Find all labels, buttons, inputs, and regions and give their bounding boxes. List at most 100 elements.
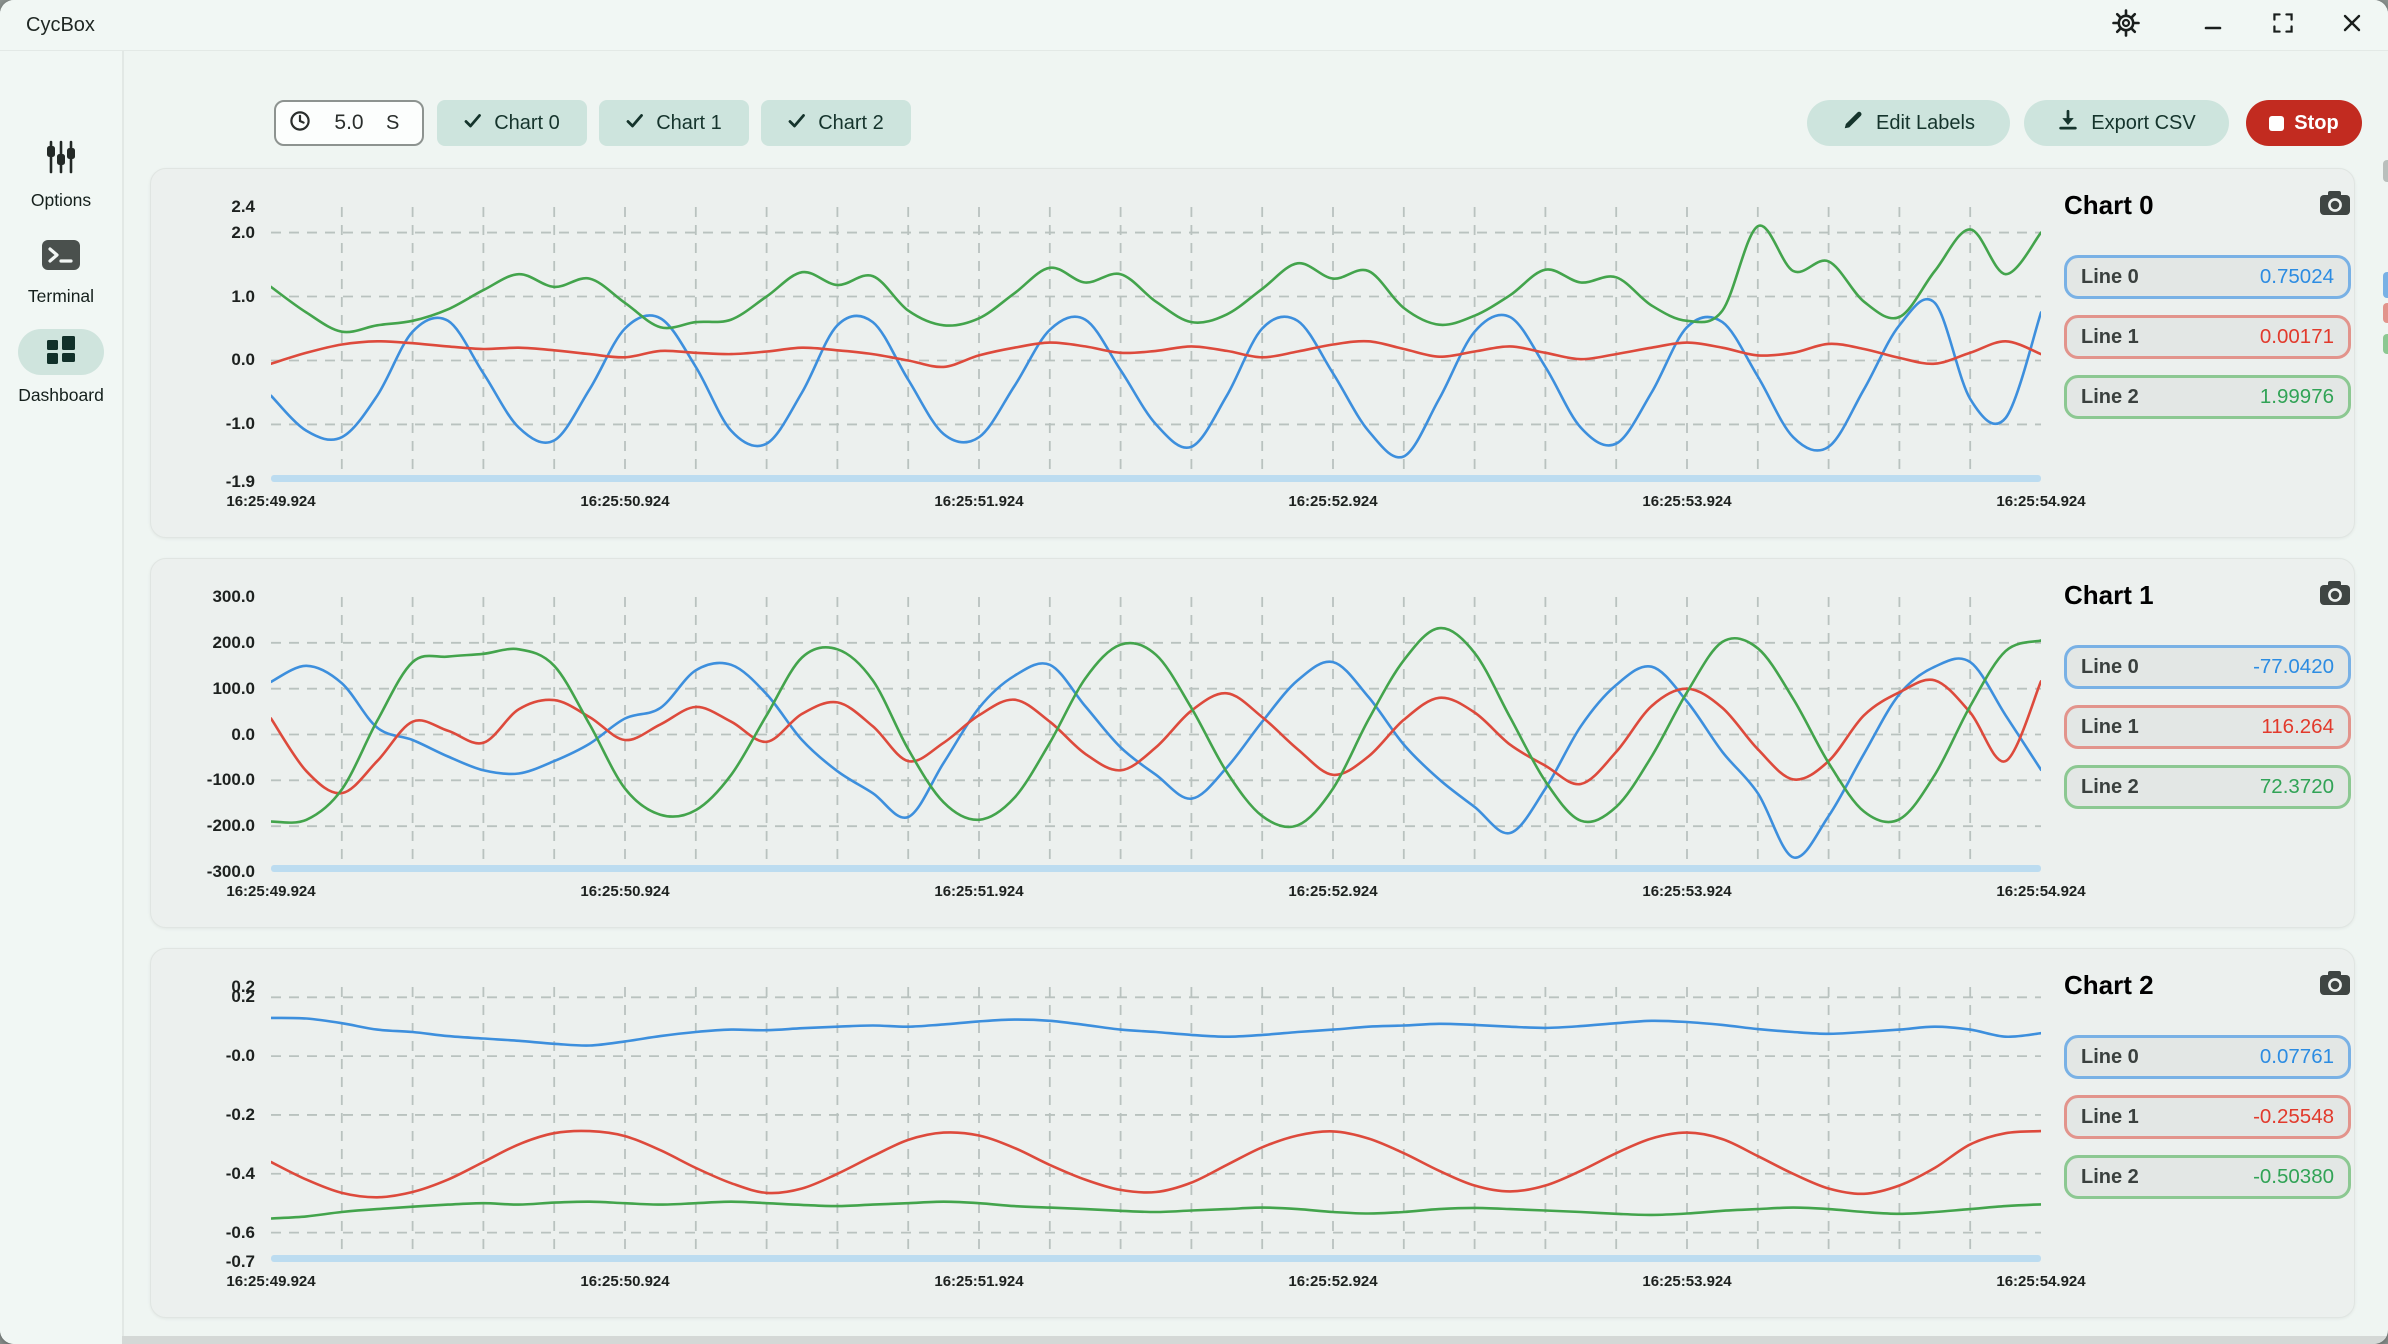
legend-line-badge[interactable]: Line 2 -0.50380 [2064,1155,2351,1199]
line-label: Line 2 [2081,775,2139,798]
line-label: Line 2 [2081,385,2139,408]
line-label: Line 1 [2081,325,2139,348]
y-tick-label: 100.0 [212,678,255,698]
chart-canvas [271,987,2041,1262]
y-tick-label: 200.0 [212,632,255,652]
legend-line-badge[interactable]: Line 2 72.3720 [2064,765,2351,809]
y-tick-label: 0.2 [231,977,255,996]
chart0-toggle-button[interactable]: Chart 0 [437,100,587,146]
legend-line-badge[interactable]: Line 1 -0.25548 [2064,1095,2351,1139]
line-value: -77.0420 [2253,655,2334,678]
export-csv-button[interactable]: Export CSV [2024,100,2229,146]
y-tick-label: -0.6 [225,1222,255,1242]
chart-canvas [271,597,2041,872]
x-tick-label: 16:25:53.924 [1642,1273,1732,1290]
line-label: Line 1 [2081,715,2139,738]
minimize-button[interactable] [2195,7,2231,43]
y-tick-label: -0.2 [225,1104,255,1124]
y-tick-label: -0.0 [225,1046,255,1066]
clipped-content-sliver [2383,303,2388,323]
terminal-icon [41,239,81,276]
line-label: Line 2 [2081,1165,2139,1188]
chart-panel: 300.0 200.0 100.0 0.0 -100.0 -200.0 -300.0 16:… [150,558,2355,928]
series-line-2 [271,1200,2041,1220]
edit-labels-button[interactable]: Edit Labels [1807,100,2010,146]
chart-panel: 2.4 2.0 1.0 0.0 -1.0 -1.9 16:25:49.924 16:25:5… [150,168,2355,538]
legend-line-badge[interactable]: Line 0 0.07761 [2064,1035,2351,1079]
line-value: 0.00171 [2259,325,2334,348]
chart2-toggle-button[interactable]: Chart 2 [761,100,911,146]
stop-icon [2269,115,2285,131]
close-icon [2341,12,2363,39]
settings-button[interactable] [2108,7,2144,43]
titlebar: CycBox [0,0,2388,51]
sidebar-item-label: Terminal [27,286,95,306]
line-label: Line 1 [2081,1105,2139,1128]
plot-area[interactable] [271,207,2041,482]
legend-line-badge[interactable]: Line 1 0.00171 [2064,315,2351,359]
y-tick-label: 0.0 [231,724,255,744]
chart1-toggle-button[interactable]: Chart 1 [599,100,749,146]
chart-title: Chart 1 [2064,579,2154,610]
sidebar-item-options[interactable]: Options [0,139,122,211]
stop-button[interactable]: Stop [2246,100,2362,146]
y-tick-label: -300.0 [206,862,255,881]
line-value: 0.75024 [2259,265,2334,288]
plot-area[interactable] [271,987,2041,1262]
interval-unit-label: S [386,111,400,134]
active-item-pill [18,329,104,375]
y-tick-label: 1.0 [231,286,255,306]
check-icon [464,112,482,135]
maximize-button[interactable] [2265,7,2301,43]
toggle-label: Chart 1 [656,111,722,134]
chart-legend: Chart 1 Line 0 -77.0420 Line 1 116.264 Lin… [2064,575,2351,825]
download-icon [2057,109,2079,137]
legend-line-badge[interactable]: Line 1 116.264 [2064,705,2351,749]
interval-input[interactable] [320,110,378,136]
series-line-1 [271,339,2041,369]
sidebar-item-label: Dashboard [18,385,104,405]
x-tick-label: 16:25:54.924 [1996,1273,2086,1290]
x-tick-label: 16:25:52.924 [1288,883,1378,900]
y-tick-label: 2.0 [231,222,255,242]
chart-panel: 0.2 0.2 -0.0 -0.2 -0.4 -0.6 -0.7 16:25:49.924 1… [150,948,2355,1318]
series-line-2 [271,224,2041,334]
plot-area[interactable] [271,597,2041,872]
clock-icon [288,109,312,138]
camera-icon[interactable] [2319,190,2351,221]
toggle-label: Chart 2 [818,111,884,134]
x-axis-labels: 16:25:49.924 16:25:50.924 16:25:51.924 16:2… [226,883,2085,907]
check-icon [626,112,644,135]
legend-line-badge[interactable]: Line 0 0.75024 [2064,255,2351,299]
horizontal-scrollbar[interactable] [122,1336,2388,1344]
line-value: 72.3720 [2259,775,2334,798]
camera-icon[interactable] [2319,970,2351,1001]
y-tick-label: -0.4 [225,1163,255,1183]
y-tick-label: -100.0 [206,770,255,790]
sidebar: Options Terminal Dashboard [0,51,124,1344]
clipped-content-sliver [2383,272,2388,298]
x-tick-label: 16:25:52.924 [1288,493,1378,510]
y-axis-labels: 2.4 2.0 1.0 0.0 -1.0 -1.9 [151,169,263,539]
x-axis-labels: 16:25:49.924 16:25:50.924 16:25:51.924 16:2… [226,493,2085,517]
edit-labels-label: Edit Labels [1876,111,1975,134]
chart-legend: Chart 2 Line 0 0.07761 Line 1 -0.25548 Lin… [2064,965,2351,1215]
stop-label: Stop [2294,111,2339,134]
y-tick-label: -200.0 [206,816,255,836]
sidebar-item-terminal[interactable]: Terminal [0,239,122,307]
x-tick-label: 16:25:54.924 [1996,883,2086,900]
line-label: Line 0 [2081,265,2139,288]
minimize-icon [2202,12,2224,39]
export-csv-label: Export CSV [2091,111,2196,134]
legend-line-badge[interactable]: Line 0 -77.0420 [2064,645,2351,689]
y-tick-label: 0.2 [231,987,255,1007]
legend-line-badge[interactable]: Line 2 1.99976 [2064,375,2351,419]
x-tick-label: 16:25:51.924 [934,1273,1024,1290]
close-button[interactable] [2334,7,2370,43]
series-line-0 [271,297,2041,459]
x-tick-label: 16:25:49.924 [226,1273,316,1290]
series-line-2 [271,626,2041,829]
line-value: -0.25548 [2253,1105,2334,1128]
sidebar-item-dashboard[interactable]: Dashboard [0,329,122,406]
camera-icon[interactable] [2319,580,2351,611]
